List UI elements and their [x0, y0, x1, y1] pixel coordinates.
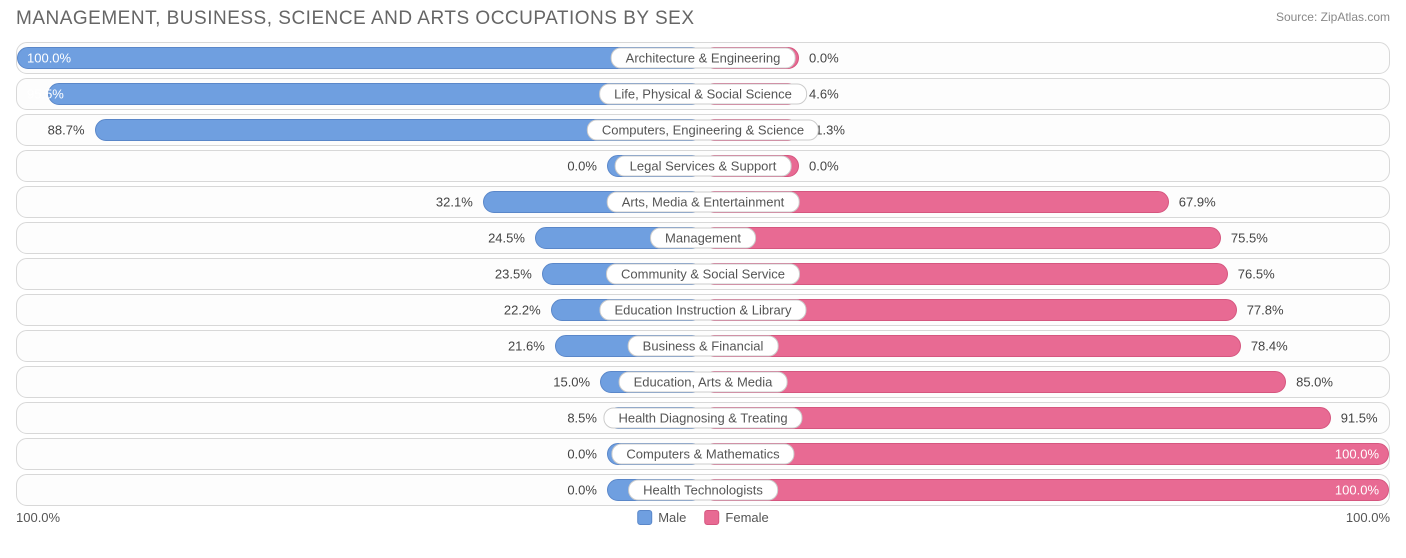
- chart-row: 0.0% 100.0% Health Technologists: [16, 474, 1390, 506]
- category-label: Health Diagnosing & Treating: [603, 408, 802, 429]
- female-value-label: 100.0%: [1335, 483, 1379, 498]
- female-value-label: 100.0%: [1335, 447, 1379, 462]
- chart-legend: Male Female: [637, 510, 769, 525]
- male-bar: [17, 47, 703, 69]
- female-value-label: 76.5%: [1238, 267, 1275, 282]
- male-value-label: 22.2%: [504, 303, 541, 318]
- female-bar: [703, 371, 1286, 393]
- female-value-label: 4.6%: [809, 87, 839, 102]
- legend-male: Male: [637, 510, 686, 525]
- female-value-label: 78.4%: [1251, 339, 1288, 354]
- male-value-label: 95.5%: [27, 87, 64, 102]
- chart-source: Source: ZipAtlas.com: [1276, 10, 1390, 24]
- male-value-label: 100.0%: [27, 51, 71, 66]
- female-value-label: 0.0%: [809, 51, 839, 66]
- chart-row: 15.0% 85.0% Education, Arts & Media: [16, 366, 1390, 398]
- male-value-label: 0.0%: [567, 159, 597, 174]
- female-bar: [703, 227, 1221, 249]
- chart-area: 100.0% 0.0% Architecture & Engineering 95.5…: [16, 42, 1390, 506]
- female-value-label: 85.0%: [1296, 375, 1333, 390]
- category-label: Legal Services & Support: [615, 156, 792, 177]
- category-label: Community & Social Service: [606, 264, 800, 285]
- legend-female-label: Female: [725, 510, 768, 525]
- category-label: Business & Financial: [628, 336, 779, 357]
- legend-male-swatch: [637, 510, 652, 525]
- chart-row: 21.6% 78.4% Business & Financial: [16, 330, 1390, 362]
- male-value-label: 8.5%: [567, 411, 597, 426]
- category-label: Education Instruction & Library: [599, 300, 806, 321]
- chart-row: 32.1% 67.9% Arts, Media & Entertainment: [16, 186, 1390, 218]
- chart-row: 0.0% 100.0% Computers & Mathematics: [16, 438, 1390, 470]
- male-value-label: 88.7%: [48, 123, 85, 138]
- male-value-label: 0.0%: [567, 447, 597, 462]
- female-value-label: 67.9%: [1179, 195, 1216, 210]
- category-label: Health Technologists: [628, 480, 778, 501]
- female-bar: [703, 479, 1389, 501]
- category-label: Computers & Mathematics: [611, 444, 794, 465]
- chart-axis: 100.0% Male Female 100.0%: [16, 510, 1390, 532]
- chart-row: 23.5% 76.5% Community & Social Service: [16, 258, 1390, 290]
- chart-row: 95.5% 4.6%Life, Physical & Social Science: [16, 78, 1390, 110]
- female-value-label: 77.8%: [1247, 303, 1284, 318]
- legend-female: Female: [704, 510, 768, 525]
- female-bar: [703, 443, 1389, 465]
- category-label: Arts, Media & Entertainment: [607, 192, 800, 213]
- category-label: Life, Physical & Social Science: [599, 84, 807, 105]
- female-bar: [703, 335, 1241, 357]
- male-value-label: 15.0%: [553, 375, 590, 390]
- chart-header: MANAGEMENT, BUSINESS, SCIENCE AND ARTS O…: [16, 8, 1390, 30]
- chart-row: 88.7%11.3%Computers, Engineering & Scien…: [16, 114, 1390, 146]
- male-value-label: 0.0%: [567, 483, 597, 498]
- category-label: Education, Arts & Media: [619, 372, 788, 393]
- legend-male-label: Male: [658, 510, 686, 525]
- male-value-label: 23.5%: [495, 267, 532, 282]
- male-value-label: 32.1%: [436, 195, 473, 210]
- chart-row: 100.0% 0.0% Architecture & Engineering: [16, 42, 1390, 74]
- chart-row: 8.5% 91.5% Health Diagnosing & Treating: [16, 402, 1390, 434]
- category-label: Computers, Engineering & Science: [587, 120, 819, 141]
- category-label: Architecture & Engineering: [611, 48, 796, 69]
- female-value-label: 0.0%: [809, 159, 839, 174]
- chart-row: 24.5% 75.5% Management: [16, 222, 1390, 254]
- category-label: Management: [650, 228, 756, 249]
- legend-female-swatch: [704, 510, 719, 525]
- chart-row: 0.0% 0.0% Legal Services & Support: [16, 150, 1390, 182]
- axis-right-label: 100.0%: [1346, 510, 1390, 525]
- axis-left-label: 100.0%: [16, 510, 60, 525]
- male-value-label: 24.5%: [488, 231, 525, 246]
- chart-title: MANAGEMENT, BUSINESS, SCIENCE AND ARTS O…: [16, 8, 695, 30]
- female-value-label: 91.5%: [1341, 411, 1378, 426]
- male-value-label: 21.6%: [508, 339, 545, 354]
- chart-row: 22.2% 77.8% Education Instruction & Librar…: [16, 294, 1390, 326]
- female-value-label: 75.5%: [1231, 231, 1268, 246]
